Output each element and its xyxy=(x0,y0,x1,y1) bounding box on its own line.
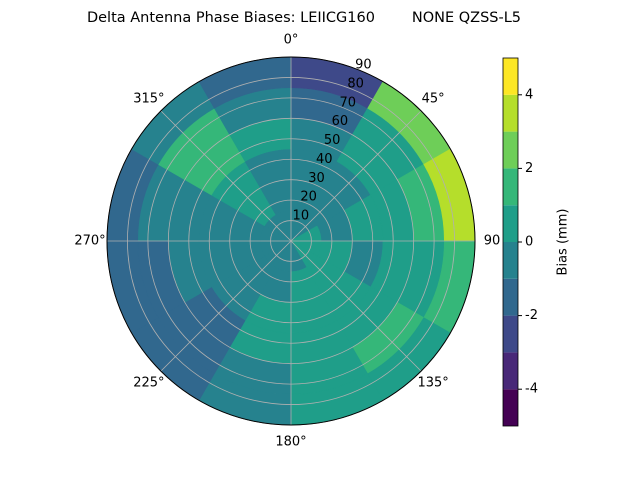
colorbar-segment xyxy=(503,58,518,95)
theta-tick-label: 225° xyxy=(133,376,164,391)
grid-spoke xyxy=(290,110,422,242)
r-tick-label: 20 xyxy=(300,190,317,205)
chart-title: Delta Antenna Phase Biases: LEIICG160 NO… xyxy=(87,10,521,26)
colorbar-segment xyxy=(503,315,518,353)
polar-frame xyxy=(106,56,476,426)
theta-tick-label: 90 xyxy=(484,234,501,249)
colorbar-segment xyxy=(503,278,518,316)
grid-spoke xyxy=(160,240,292,372)
grid-spoke xyxy=(290,240,422,372)
r-tick-label: 10 xyxy=(293,209,310,224)
colorbar-tick-label: 4 xyxy=(525,87,533,102)
colorbar-segment xyxy=(503,352,518,390)
colorbar-segment xyxy=(503,131,518,169)
r-tick-label: 40 xyxy=(316,152,333,167)
r-tick-label: 70 xyxy=(339,95,356,110)
colorbar-segment xyxy=(503,168,518,206)
r-tick-label: 50 xyxy=(324,133,341,148)
grid-spoke xyxy=(160,110,292,242)
colorbar-tick-label: -4 xyxy=(525,382,538,397)
colorbar-segment xyxy=(503,205,518,242)
theta-tick-label: 135° xyxy=(417,376,448,391)
theta-tick-label: 0° xyxy=(284,33,299,48)
colorbar-tick-label: 0 xyxy=(525,235,533,250)
colorbar-segment xyxy=(503,389,518,426)
colorbar-label: Bias (mm) xyxy=(556,209,571,276)
r-tick-label: 30 xyxy=(308,171,325,186)
r-tick-label: 60 xyxy=(332,114,349,129)
colorbar-segment xyxy=(503,242,518,279)
colorbar-segment xyxy=(503,94,518,132)
r-tick-label: 90 xyxy=(355,58,372,73)
theta-tick-label: 180° xyxy=(275,435,306,450)
theta-tick-label: 45° xyxy=(422,91,445,106)
colorbar-tick-label: 2 xyxy=(525,161,533,176)
r-tick-label: 80 xyxy=(347,76,364,91)
theta-tick-label: 315° xyxy=(133,91,164,106)
theta-tick-label: 270° xyxy=(74,234,105,249)
colorbar-tick-label: -2 xyxy=(525,308,538,323)
